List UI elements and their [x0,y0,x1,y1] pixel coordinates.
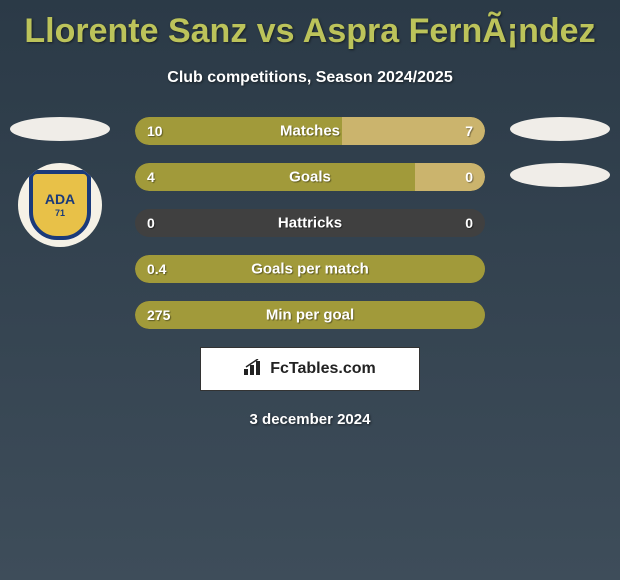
stat-row: 10 7 Matches [135,117,485,145]
stat-label: Min per goal [266,307,354,324]
stat-left-value: 275 [147,307,170,323]
stat-row: 4 0 Goals [135,163,485,191]
page-subtitle: Club competitions, Season 2024/2025 [0,69,620,87]
stat-left-value: 0.4 [147,261,166,277]
stat-left-value: 10 [147,123,163,139]
stat-right-value: 0 [465,215,473,231]
comparison-container: Llorente Sanz vs Aspra FernÃ¡ndez Club c… [0,0,620,580]
club-shield-icon: ADA 71 [29,170,91,240]
stat-row: 0 0 Hattricks [135,209,485,237]
brand-label: FcTables.com [270,360,376,378]
stat-row: 0.4 Goals per match [135,255,485,283]
stat-fill-right [342,117,486,145]
left-club-logo: ADA 71 [18,163,102,247]
logo-text: ADA [45,192,75,207]
stat-fill-right [415,163,485,191]
stat-label: Matches [280,123,340,140]
stat-left-value: 0 [147,215,155,231]
right-club-column [510,117,610,209]
left-club-column: ADA 71 [10,117,110,247]
chart-icon [244,359,264,380]
right-club-ellipse-2 [510,163,610,187]
left-club-ellipse [10,117,110,141]
main-area: ADA 71 10 7 Matches 4 0 Goals 0 0 Hattricks 0.4 Go… [0,117,620,329]
date-line: 3 december 2024 [0,411,620,428]
stats-bars: 10 7 Matches 4 0 Goals 0 0 Hattricks 0.4 Goals per… [135,117,485,329]
stat-label: Goals [289,169,331,186]
stat-left-value: 4 [147,169,155,185]
stat-row: 275 Min per goal [135,301,485,329]
stat-label: Hattricks [278,215,342,232]
right-club-ellipse-1 [510,117,610,141]
stat-label: Goals per match [251,261,369,278]
stat-fill-left [135,163,415,191]
page-title: Llorente Sanz vs Aspra FernÃ¡ndez [0,0,620,51]
logo-year: 71 [55,208,65,218]
brand-box[interactable]: FcTables.com [200,347,420,391]
stat-right-value: 7 [465,123,473,139]
stat-right-value: 0 [465,169,473,185]
